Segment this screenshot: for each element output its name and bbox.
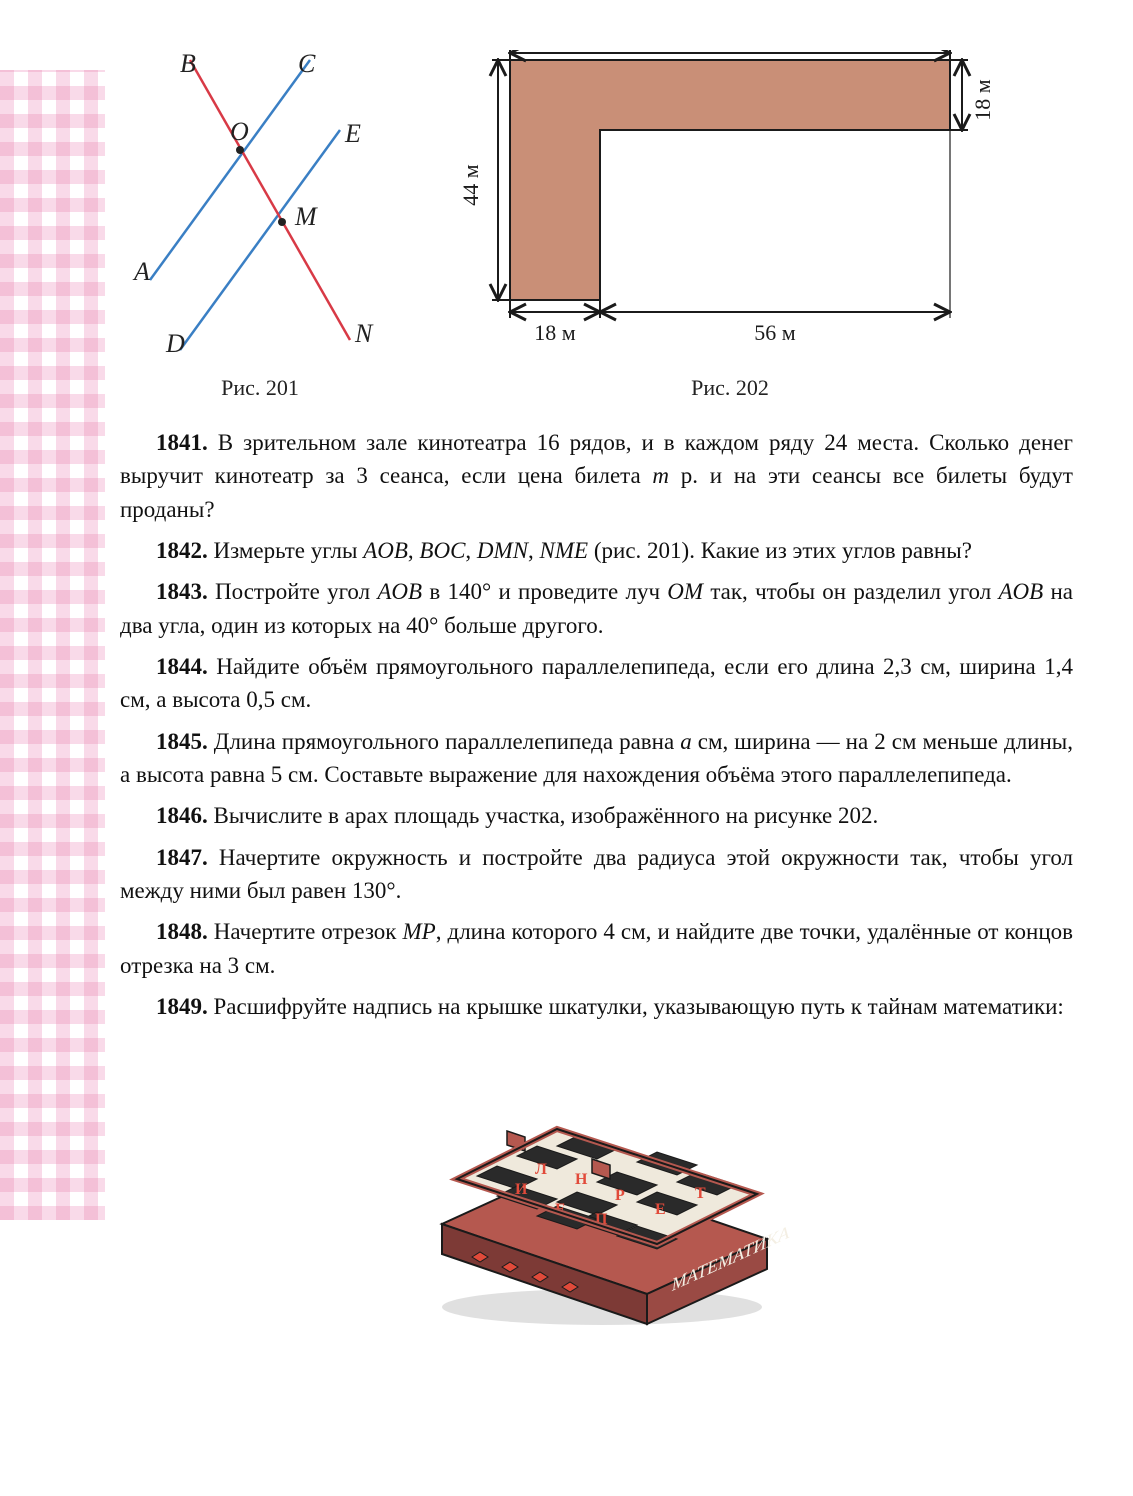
problem-1844: 1844. Найдите объём прямоугольного парал… <box>120 650 1073 717</box>
problem-1846: 1846. Вычислите в арах площадь участка, … <box>120 799 1073 832</box>
line-bn <box>190 60 350 340</box>
label-n: N <box>354 319 374 348</box>
problem-list: 1841. В зрительном зале кинотеатра 16 ря… <box>120 426 1073 1024</box>
figure-202: 18 м 44 м 18 м 56 м Рис. 202 <box>450 50 1010 401</box>
line-ac <box>150 60 310 280</box>
problem-1849: 1849. Расшифруйте надпись на крышке шкат… <box>120 990 1073 1023</box>
problem-1843-text: Постройте угол AOB в 140° и проведите лу… <box>120 579 1073 637</box>
label-b: B <box>180 50 196 78</box>
figures-row: B C E O M A D N Рис. 201 <box>120 50 1073 401</box>
figure-202-svg: 18 м 44 м 18 м 56 м <box>450 50 1010 360</box>
chess-box-illustration: МАТЕМАТИКА Л <box>387 1039 807 1339</box>
svg-text:Н: Н <box>575 1171 588 1188</box>
l-shape <box>510 60 950 300</box>
figure-201-svg: B C E O M A D N <box>120 50 400 360</box>
point-o <box>236 146 244 154</box>
problem-1849-text: Расшифруйте надпись на крышке шкатулки, … <box>208 994 1064 1019</box>
label-o: O <box>230 117 249 146</box>
label-d: D <box>165 329 185 358</box>
label-c: C <box>298 50 316 78</box>
dim-18m-right: 18 м <box>970 79 995 121</box>
dim-44m: 44 м <box>458 164 483 206</box>
problem-1845-text: Длина прямоугольного параллелепипеда рав… <box>120 729 1073 787</box>
problem-1842: 1842. Измерьте углы AOB, BOC, DMN, NME (… <box>120 534 1073 567</box>
problem-1845: 1845. Длина прямоугольного параллелепипе… <box>120 725 1073 792</box>
dim-18m-bottom: 18 м <box>534 320 576 345</box>
svg-text:Е: Е <box>655 1201 666 1218</box>
problem-1848: 1848. Начертите отрезок MP, длина которо… <box>120 915 1073 982</box>
problem-1847-text: Начертите окружность и постройте два рад… <box>120 845 1073 903</box>
decorative-left-margin <box>0 70 105 1220</box>
problem-1848-text: Начертите отрезок MP, длина которого 4 с… <box>120 919 1073 977</box>
figure-202-caption: Рис. 202 <box>450 375 1010 401</box>
svg-text:Р: Р <box>615 1187 625 1204</box>
figure-201: B C E O M A D N Рис. 201 <box>120 50 400 401</box>
problem-1842-text: Измерьте углы AOB, BOC, DMN, NME (рис. 2… <box>208 538 972 563</box>
label-m: M <box>294 202 318 231</box>
problem-1843: 1843. Постройте угол AOB в 140° и провед… <box>120 575 1073 642</box>
problem-1841-text: В зрительном зале кинотеатра 16 рядов, и… <box>120 430 1073 522</box>
line-de <box>180 130 340 350</box>
dim-56m: 56 м <box>754 320 796 345</box>
label-e: E <box>344 119 361 148</box>
page-content: B C E O M A D N Рис. 201 <box>120 0 1073 1339</box>
problem-1844-text: Найдите объём прямоугольного параллелепи… <box>120 654 1073 712</box>
point-m <box>278 218 286 226</box>
textbook-page: B C E O M A D N Рис. 201 <box>0 0 1133 1496</box>
problem-1841: 1841. В зрительном зале кинотеатра 16 ря… <box>120 426 1073 526</box>
svg-text:Т: Т <box>695 1185 706 1202</box>
problem-1847: 1847. Начертите окружность и постройте д… <box>120 841 1073 908</box>
figure-201-caption: Рис. 201 <box>120 375 400 401</box>
label-a: A <box>132 257 150 286</box>
problem-1846-text: Вычислите в арах площадь участка, изобра… <box>208 803 879 828</box>
svg-text:Л: Л <box>535 1161 547 1178</box>
